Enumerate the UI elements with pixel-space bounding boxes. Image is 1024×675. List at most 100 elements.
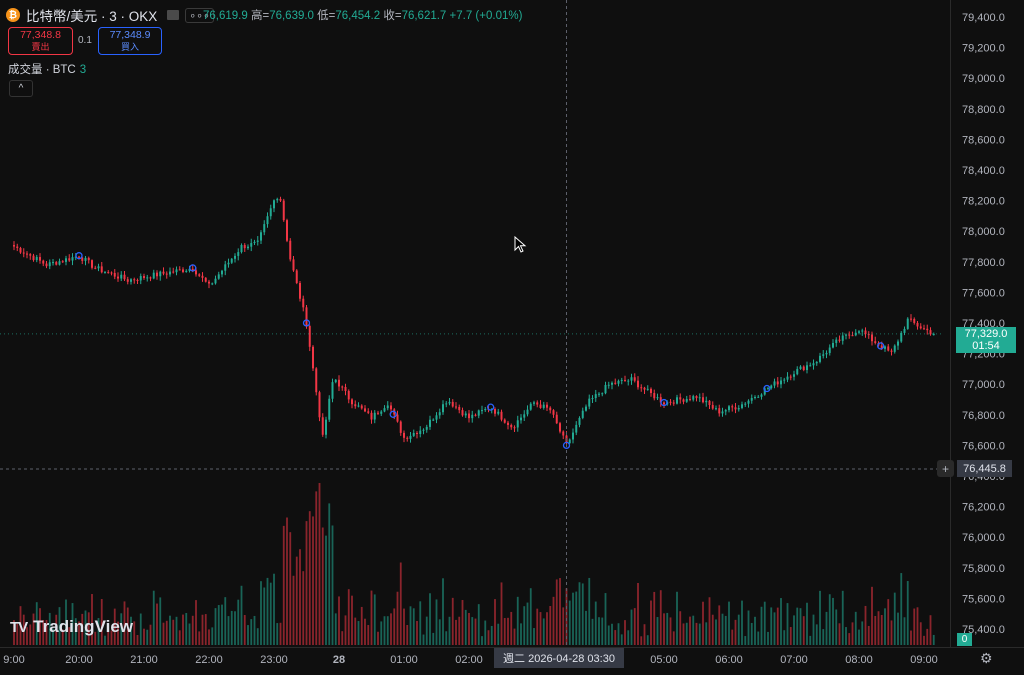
candle-body — [913, 318, 916, 323]
volume-bar — [520, 623, 522, 645]
candle-body — [295, 270, 298, 283]
candle-body — [61, 261, 64, 263]
volume-bar — [854, 611, 857, 645]
volume-bar — [607, 625, 610, 645]
volume-bar — [825, 611, 828, 645]
more-options-button[interactable]: ∘∘∘ — [185, 7, 214, 23]
volume-bar — [84, 610, 87, 645]
event-marker-icon[interactable] — [389, 410, 397, 418]
candle-body — [650, 388, 652, 394]
volume-bar — [666, 612, 669, 645]
candle-body — [279, 198, 282, 201]
bitcoin-icon: ₿ — [6, 8, 20, 22]
gear-icon[interactable]: ⚙ — [980, 650, 993, 666]
candle-body — [143, 276, 145, 279]
candle-body — [156, 272, 158, 277]
candle-body — [513, 427, 516, 429]
candle-body — [783, 379, 786, 381]
volume-legend[interactable]: 成交量 · BTC 3 — [8, 61, 86, 77]
candle-body — [416, 433, 418, 435]
volume-bar — [929, 615, 932, 645]
volume-bar — [299, 549, 301, 645]
candle-body — [282, 200, 285, 221]
symbol-header[interactable]: ₿ 比特幣/美元 · 3 · OKX ∘∘∘ — [6, 5, 214, 25]
volume-bar — [568, 600, 571, 645]
volume-bar — [646, 635, 649, 645]
volume-bar — [516, 596, 519, 645]
candle-body — [432, 419, 435, 421]
volume-bar — [370, 590, 373, 645]
candle-body — [253, 241, 256, 244]
candle-body — [471, 414, 474, 419]
candle-body — [237, 252, 240, 256]
candle-body — [825, 352, 828, 355]
candle-body — [796, 368, 799, 375]
volume-bar — [380, 621, 383, 645]
candle-body — [932, 334, 935, 336]
candle-body — [94, 267, 97, 269]
candle-body — [734, 407, 737, 410]
event-marker-icon[interactable] — [75, 252, 83, 260]
candle-body — [19, 247, 22, 253]
candle-body — [269, 208, 272, 217]
sell-price: 77,348.8 — [20, 29, 61, 41]
volume-bar — [763, 601, 766, 645]
event-marker-icon[interactable] — [562, 441, 571, 450]
event-marker-icon[interactable] — [877, 342, 885, 350]
low-value: 76,454.2 — [335, 10, 381, 22]
candle-body — [26, 253, 28, 255]
volume-bar — [549, 605, 552, 645]
volume-bar — [487, 630, 490, 645]
collapse-legend-button[interactable]: ^ — [9, 80, 33, 97]
volume-bar — [494, 599, 496, 645]
event-marker-icon[interactable] — [302, 319, 311, 327]
sell-button[interactable]: 77,348.8 賣出 — [8, 27, 73, 55]
candle-body — [500, 411, 503, 420]
volume-bar — [273, 573, 275, 645]
candle-body — [919, 326, 922, 329]
volume-bar — [760, 606, 763, 645]
event-marker-icon[interactable] — [660, 398, 668, 407]
candle-body — [851, 335, 854, 337]
price-tick-label: 75,600.0 — [962, 593, 1005, 605]
candle-body — [351, 399, 353, 405]
volume-bar — [162, 622, 165, 645]
event-marker-icon[interactable] — [763, 384, 771, 393]
volume-bar — [536, 608, 539, 645]
volume-bar — [890, 620, 893, 645]
volume-bar — [731, 629, 734, 645]
volume-bar — [165, 620, 168, 645]
candle-body — [32, 255, 35, 261]
volume-bar — [217, 605, 220, 645]
candle-body — [754, 397, 756, 399]
candle-body — [58, 261, 61, 265]
flag-icon[interactable] — [167, 10, 180, 20]
volume-bar — [806, 602, 808, 645]
event-marker-icon[interactable] — [189, 264, 197, 272]
mouse-cursor-icon — [514, 236, 527, 253]
volume-bar — [344, 615, 347, 645]
time-tick-label: 06:00 — [715, 654, 743, 666]
volume-bar — [221, 604, 223, 645]
volume-bar — [256, 628, 259, 645]
add-alert-button[interactable]: + — [937, 460, 954, 477]
volume-bar — [169, 615, 171, 645]
price-tick-label: 78,200.0 — [962, 196, 1005, 208]
volume-bar — [198, 631, 201, 645]
price-tick-label: 76,000.0 — [962, 532, 1005, 544]
candle-body — [828, 347, 831, 353]
volume-bar — [757, 631, 760, 645]
volume-bar — [916, 607, 919, 645]
buy-button[interactable]: 77,348.9 買入 — [98, 27, 162, 55]
volume-bar — [29, 624, 32, 645]
volume-bar — [815, 624, 818, 645]
volume-bar — [331, 525, 334, 645]
candle-body — [165, 273, 168, 275]
candle-body — [42, 260, 45, 264]
tradingview-logo[interactable]: TV TradingView — [10, 617, 133, 637]
symbol-title[interactable]: 比特幣/美元 · 3 · OKX — [26, 9, 158, 24]
candle-body — [182, 269, 184, 272]
volume-bar — [507, 617, 509, 645]
event-marker-icon[interactable] — [487, 403, 495, 411]
